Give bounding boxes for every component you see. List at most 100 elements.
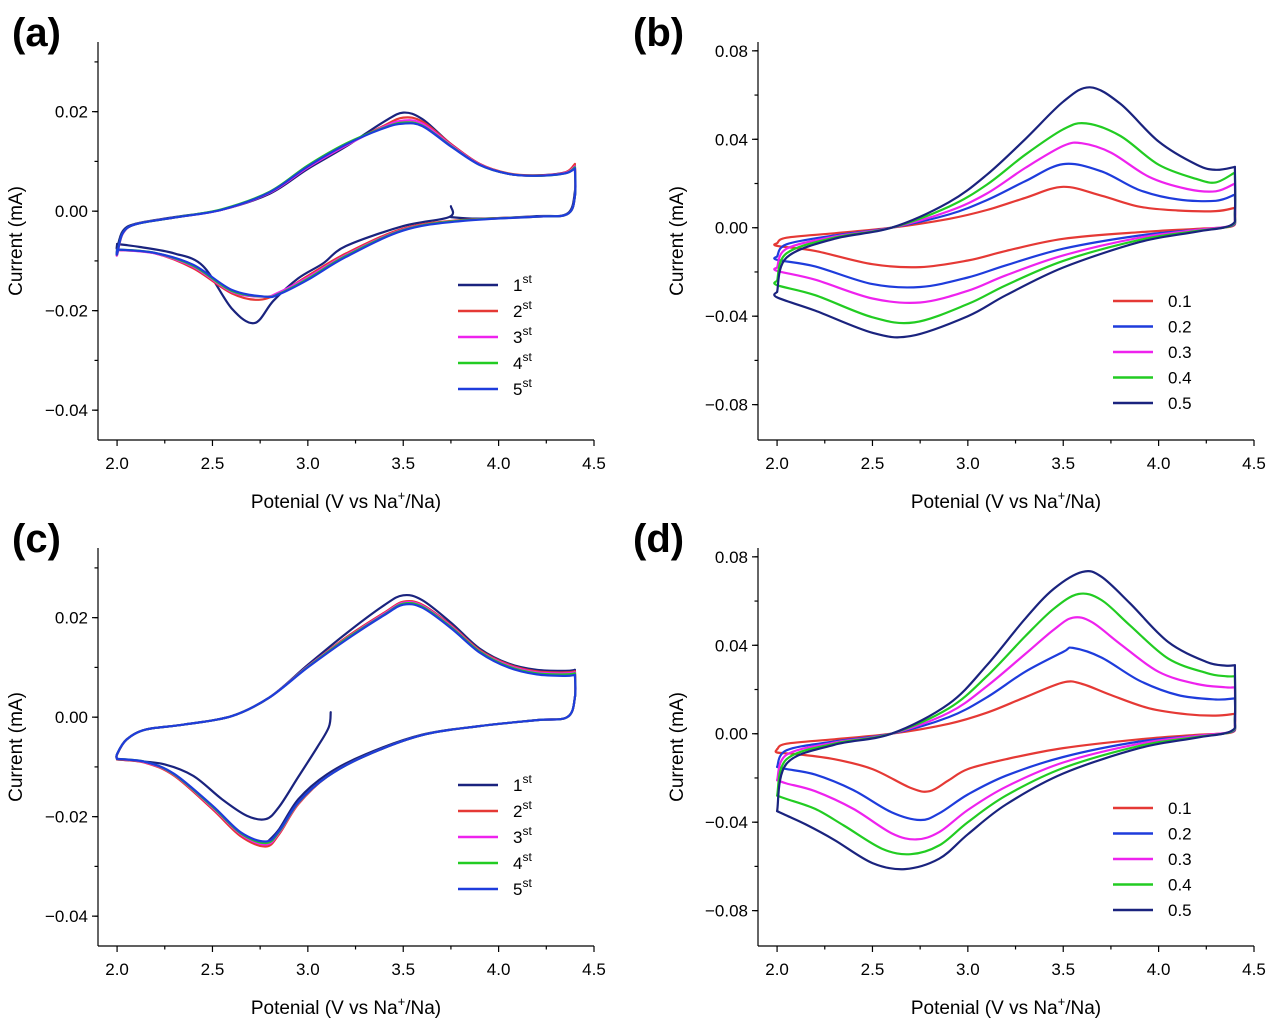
y-tick-label: 0.08 [715, 42, 748, 61]
x-tick-label: 4.5 [582, 454, 606, 473]
series-line-0-5-anodic [776, 86, 1236, 293]
series-line-0-5-cathodic [773, 165, 1237, 339]
series-line-0-4-cathodic [773, 171, 1237, 325]
x-tick-label: 2.0 [765, 454, 789, 473]
legend-label: 0.5 [1168, 394, 1192, 413]
x-tick-label: 3.0 [296, 960, 320, 979]
x-axis-title: Potenial (V vs Na+/Na) [911, 488, 1101, 513]
x-tick-label: 4.5 [582, 960, 606, 979]
legend: 0.1 0.2 0.3 0.4 0.5 [1113, 799, 1192, 920]
series-line-5-anodic [115, 122, 576, 256]
series-line-5-cathodic [116, 167, 577, 299]
legend-label: 2st [513, 798, 532, 821]
series-line-0-5-cathodic [776, 664, 1237, 871]
panel-d: (d) 2.0 2.5 3.0 3.5 4.0 4.5 −0.08 −0.04 0.00 0.04 0… [633, 517, 1266, 1019]
x-tick-label: 3.0 [956, 960, 980, 979]
panel-label: (d) [633, 517, 684, 561]
y-tick-label: 0.04 [715, 636, 748, 655]
series-line-0-2-cathodic [773, 193, 1237, 289]
legend-label: 2st [513, 298, 532, 321]
legend-label: 1st [513, 772, 532, 795]
y-tick-label: 0.02 [55, 609, 88, 628]
series-lines [773, 86, 1237, 339]
series-lines [115, 111, 577, 325]
legend-label: 0.1 [1168, 799, 1192, 818]
x-tick-label: 2.5 [201, 454, 225, 473]
y-axis-title: Current (mA) [6, 692, 27, 802]
x-tick-label: 2.0 [765, 960, 789, 979]
x-tick-label: 3.5 [1051, 960, 1075, 979]
x-tick-label: 4.0 [487, 960, 511, 979]
x-tick-label: 4.5 [1242, 960, 1266, 979]
series-lines [115, 593, 577, 848]
legend-label: 3st [513, 824, 532, 847]
legend-label: 0.3 [1168, 343, 1192, 362]
series-line-0-1-anodic [776, 680, 1236, 751]
legend: 1st 2st 3st 4st 5st [458, 272, 532, 399]
series-line-0-4-anodic [776, 592, 1236, 797]
y-tick-label: −0.04 [705, 307, 748, 326]
y-tick-label: −0.04 [45, 401, 88, 420]
y-tick-label: 0.08 [715, 548, 748, 567]
series-line-5-anodic [115, 602, 576, 760]
x-tick-label: 2.0 [105, 960, 129, 979]
series-line-3-cathodic [116, 165, 577, 298]
series-line-0-4-cathodic [776, 675, 1237, 856]
panel-label: (b) [633, 11, 684, 55]
series-line-0-5-anodic [776, 569, 1236, 813]
legend-label: 3st [513, 324, 532, 347]
x-tick-label: 3.5 [391, 454, 415, 473]
series-line-3-anodic [115, 600, 576, 760]
legend-label: 4st [513, 350, 532, 373]
legend-label: 1st [513, 272, 532, 295]
series-line-0-3-cathodic [776, 686, 1237, 841]
panel-b: (b) 2.0 2.5 3.0 3.5 4.0 4.5 −0.08 −0.04 0.00 0.04 0… [633, 11, 1266, 513]
legend-label: 0.2 [1168, 825, 1192, 844]
legend-label: 5st [513, 376, 532, 399]
legend-label: 0.3 [1168, 850, 1192, 869]
legend-label: 4st [513, 850, 532, 873]
y-tick-label: 0.00 [715, 725, 748, 744]
series-line-4-anodic [115, 601, 576, 760]
panel-a: (a) 2.0 2.5 3.0 3.5 4.0 4.5 −0.04 −0.02 0.00 0.02 P… [6, 11, 606, 513]
y-tick-label: −0.04 [705, 813, 748, 832]
x-tick-label: 4.0 [1147, 960, 1171, 979]
x-tick-label: 2.5 [861, 960, 885, 979]
y-tick-label: −0.08 [705, 902, 748, 921]
x-tick-label: 2.5 [201, 960, 225, 979]
x-tick-label: 2.5 [861, 454, 885, 473]
series-line-5-cathodic [116, 673, 577, 843]
y-tick-label: −0.08 [705, 396, 748, 415]
x-tick-label: 3.5 [391, 960, 415, 979]
series-line-0-2-anodic [776, 646, 1236, 768]
series-line-2-anodic [115, 599, 576, 761]
series-line-1-cathodic [116, 711, 332, 821]
series-line-1-anodic [115, 593, 576, 761]
series-line-3-anodic [115, 119, 576, 257]
x-axis-title: Potenial (V vs Na+/Na) [251, 994, 441, 1019]
x-tick-label: 4.5 [1242, 454, 1266, 473]
series-line-1-return [266, 668, 577, 843]
x-axis-title: Potenial (V vs Na+/Na) [911, 994, 1101, 1019]
legend: 1st 2st 3st 4st 5st [458, 772, 532, 899]
series-line-0-1-cathodic [774, 712, 1237, 793]
series-line-2-cathodic [116, 670, 577, 848]
x-tick-label: 4.0 [487, 454, 511, 473]
x-tick-label: 2.0 [105, 454, 129, 473]
series-line-2-anodic [115, 116, 576, 257]
legend-label: 0.4 [1168, 876, 1192, 895]
panel-label: (a) [12, 11, 61, 55]
legend-label: 5st [513, 876, 532, 899]
y-tick-label: 0.02 [55, 103, 88, 122]
y-tick-label: −0.02 [45, 302, 88, 321]
panel-label: (c) [12, 517, 61, 561]
y-tick-label: 0.00 [55, 708, 88, 727]
series-line-4-anodic [115, 121, 576, 256]
legend-label: 0.5 [1168, 901, 1192, 920]
y-tick-label: 0.00 [55, 202, 88, 221]
legend-label: 0.1 [1168, 292, 1192, 311]
y-tick-label: −0.04 [45, 907, 88, 926]
series-lines [774, 569, 1237, 871]
series-line-4-cathodic [116, 166, 577, 298]
